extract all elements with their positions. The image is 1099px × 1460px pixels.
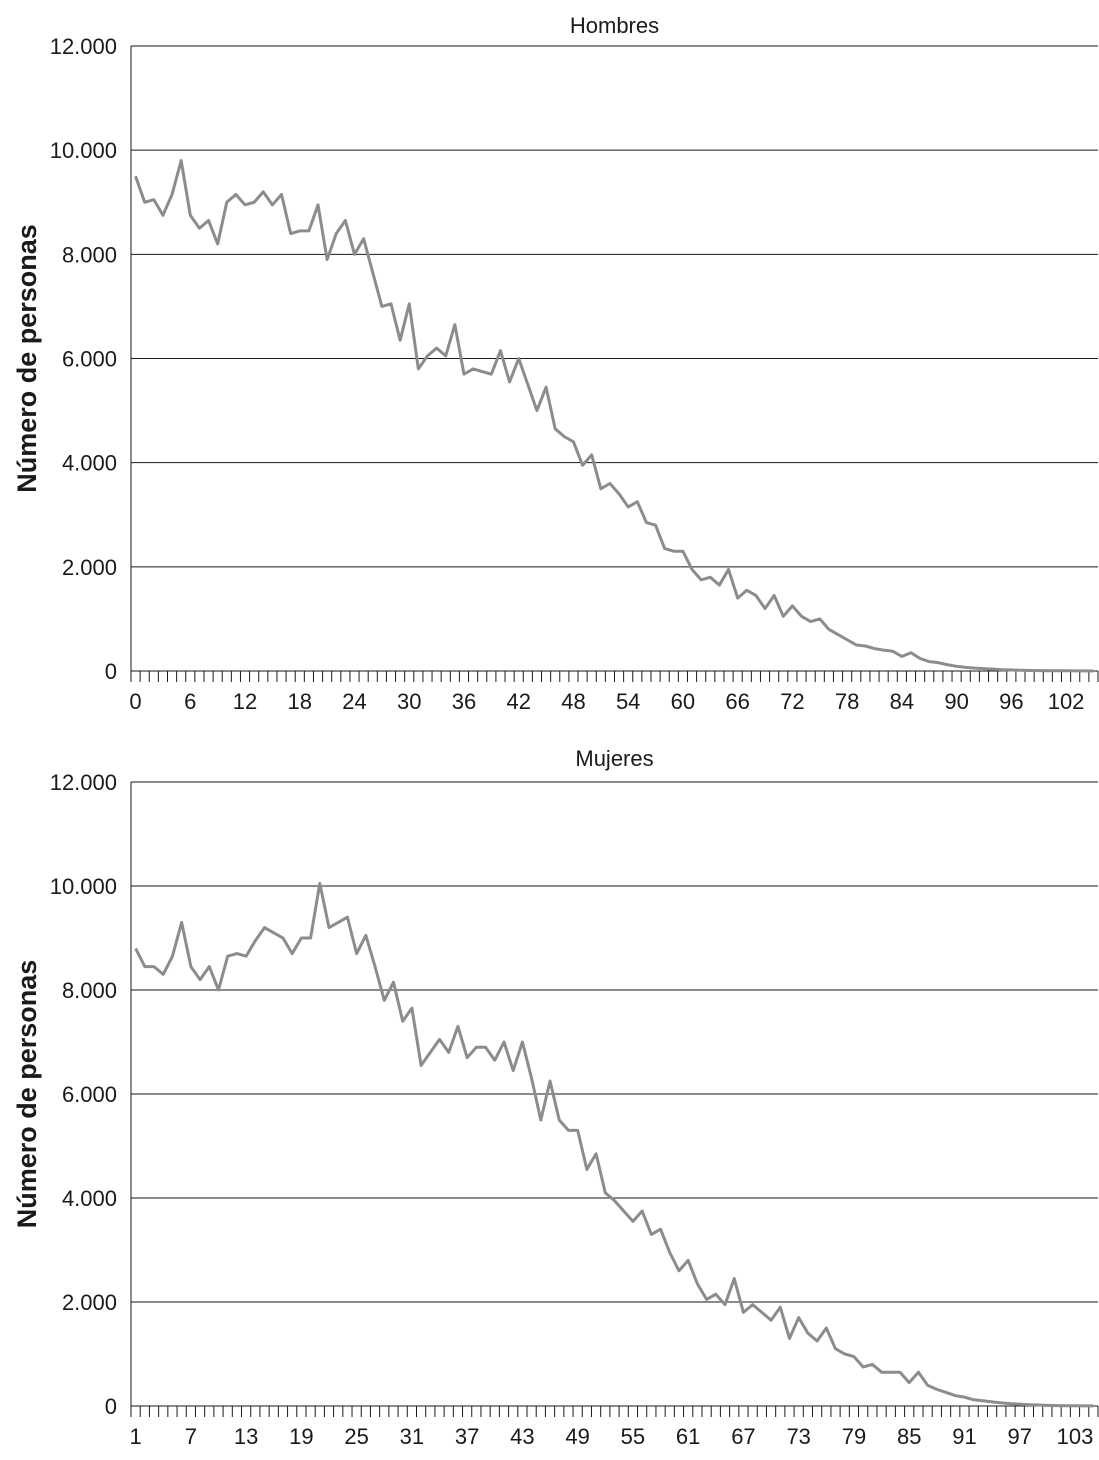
chart-title: Hombres <box>570 13 659 38</box>
y-tick-label: 0 <box>105 659 117 684</box>
x-tick-label: 18 <box>288 689 312 714</box>
series-line <box>134 881 1094 1408</box>
x-tick-label: 24 <box>342 689 366 714</box>
x-tick-label: 49 <box>565 1424 589 1449</box>
y-tick-label: 4.000 <box>62 451 117 476</box>
y-tick-label: 2.000 <box>62 555 117 580</box>
x-tick-label: 13 <box>234 1424 258 1449</box>
x-tick-label: 102 <box>1048 689 1085 714</box>
x-tick-label: 30 <box>397 689 421 714</box>
x-tick-label: 55 <box>621 1424 645 1449</box>
x-tick-label: 84 <box>890 689 914 714</box>
x-tick-label: 85 <box>897 1424 921 1449</box>
x-tick-label: 19 <box>289 1424 313 1449</box>
x-tick-label: 66 <box>725 689 749 714</box>
y-tick-label: 4.000 <box>62 1186 117 1211</box>
chart-panel-mujeres: Mujeres Número de personas 0 2.000 4.000 6.00… <box>12 746 1099 1449</box>
x-tick-label: 97 <box>1007 1424 1031 1449</box>
x-tick-label: 79 <box>842 1424 866 1449</box>
x-tick-label: 61 <box>676 1424 700 1449</box>
y-tick-label: 10.000 <box>50 138 117 163</box>
x-tick-label: 6 <box>184 689 196 714</box>
x-tick-label: 42 <box>506 689 530 714</box>
x-tick-label: 54 <box>616 689 640 714</box>
x-tick-label: 7 <box>185 1424 197 1449</box>
y-tick-label: 10.000 <box>50 874 117 899</box>
x-tick-label: 67 <box>731 1424 755 1449</box>
x-tick-label: 72 <box>780 689 804 714</box>
x-tick-label: 12 <box>233 689 257 714</box>
chart-panel-hombres: Hombres Número de personas 0 2.000 4.000 6.00… <box>12 13 1099 714</box>
x-tick-label: 60 <box>671 689 695 714</box>
series-line <box>134 159 1094 673</box>
chart-title: Mujeres <box>575 746 653 771</box>
x-tick-label: 78 <box>835 689 859 714</box>
x-tick-label: 48 <box>561 689 585 714</box>
x-tick-label: 0 <box>129 689 141 714</box>
y-tick-label: 2.000 <box>62 1290 117 1315</box>
x-tick-label: 36 <box>452 689 476 714</box>
y-tick-label: 12.000 <box>50 770 117 795</box>
x-tick-label: 25 <box>344 1424 368 1449</box>
y-tick-label: 0 <box>105 1394 117 1419</box>
x-tick-label: 91 <box>952 1424 976 1449</box>
y-axis-label: Número de personas <box>12 224 42 493</box>
x-tick-label: 37 <box>455 1424 479 1449</box>
x-tick-label: 1 <box>129 1424 141 1449</box>
x-tick-label: 31 <box>400 1424 424 1449</box>
x-tick-label: 90 <box>944 689 968 714</box>
y-tick-label: 12.000 <box>50 34 117 59</box>
y-axis-label: Número de personas <box>12 960 42 1229</box>
x-tick-label: 43 <box>510 1424 534 1449</box>
x-tick-label: 73 <box>786 1424 810 1449</box>
x-tick-label: 103 <box>1057 1424 1094 1449</box>
y-tick-label: 8.000 <box>62 978 117 1003</box>
x-tick-label: 96 <box>999 689 1023 714</box>
y-tick-label: 6.000 <box>62 347 117 372</box>
y-tick-label: 6.000 <box>62 1082 117 1107</box>
y-tick-label: 8.000 <box>62 242 117 267</box>
